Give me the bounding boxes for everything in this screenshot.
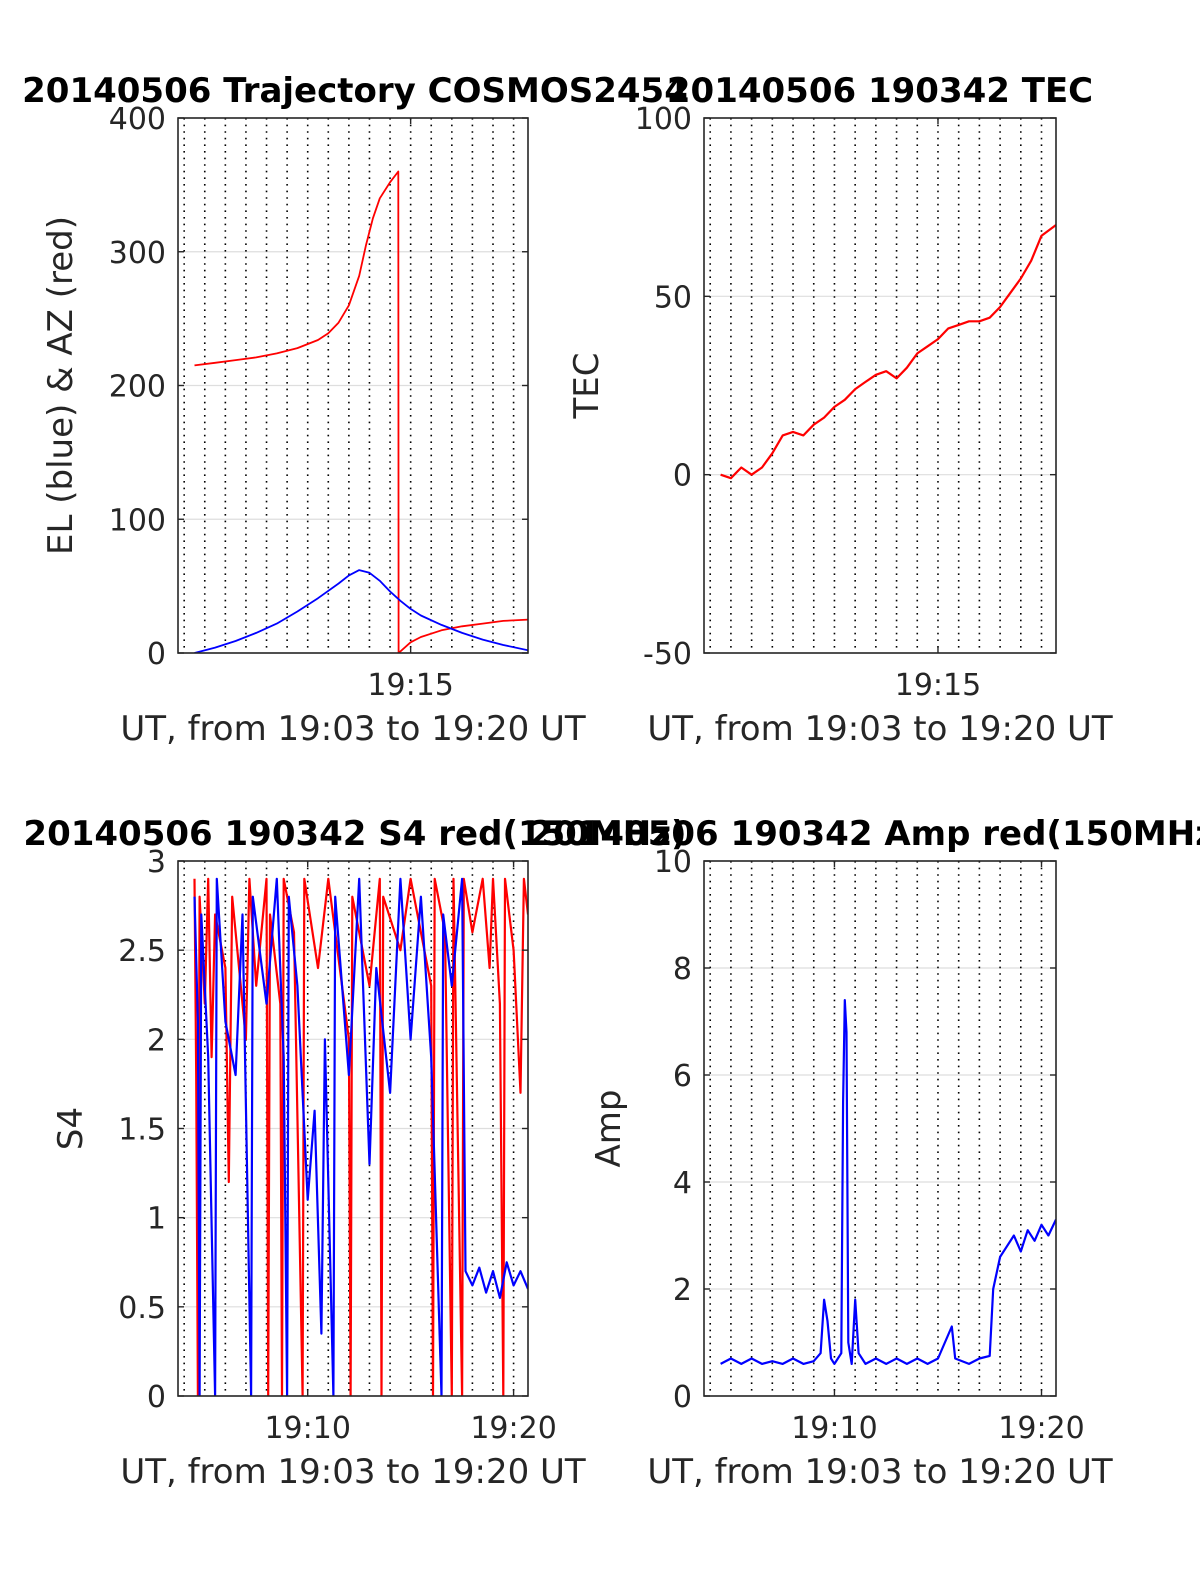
y-tick-label: 400	[109, 102, 166, 137]
series-line-el	[194, 569, 528, 653]
series-line-blue	[193, 877, 528, 1396]
y-tick-label: 300	[109, 236, 166, 271]
y-tick-label: 0	[673, 1380, 692, 1415]
chart-title: 20140506 190342 S4 red(150MHz)	[23, 814, 686, 854]
y-tick-label: 0	[147, 1380, 166, 1415]
y-tick-label: 50	[654, 280, 692, 315]
y-tick-label: 0.5	[118, 1291, 166, 1326]
x-axis-label: UT, from 19:03 to 19:20 UT	[120, 1452, 586, 1492]
chart-title: 20140506 190342 TEC	[667, 71, 1093, 111]
y-tick-label: 100	[109, 503, 166, 538]
y-tick-label: 1.5	[118, 1113, 166, 1148]
x-tick-label: 19:10	[264, 1411, 350, 1446]
y-axis-label: EL (blue) & AZ (red)	[41, 216, 81, 555]
chart-title: 20140506 Trajectory COSMOS2454	[22, 71, 688, 111]
y-tick-label: 10	[654, 845, 692, 880]
plot-area	[704, 118, 1056, 653]
series-line-red	[193, 877, 528, 1396]
series-line-az	[194, 170, 528, 653]
y-axis-label: TEC	[567, 353, 607, 420]
y-tick-label: 8	[673, 952, 692, 987]
chart-traj: 0 100 200 300 400 19:15 UT, from 19:03 to 19:2…	[22, 71, 688, 749]
y-tick-label: 3	[147, 845, 166, 880]
y-tick-label: 100	[635, 102, 692, 137]
y-axis-label: S4	[51, 1107, 91, 1150]
series-line-tec	[720, 224, 1056, 480]
axes-box	[703, 860, 1057, 1397]
chart-s4: 0 0.5 1 1.5 2 2.5 3 19:10 19:20 UT, from 19:03 to…	[23, 814, 686, 1492]
chart-amp: 0 2 4 6 8 10 19:10 19:20 UT, from 19:03 to 19:20…	[529, 814, 1200, 1492]
y-tick-label: 2	[673, 1273, 692, 1308]
y-tick-label: 4	[673, 1166, 692, 1201]
y-tick-label: 6	[673, 1059, 692, 1094]
y-tick-label: 0	[673, 459, 692, 494]
x-tick-label: 19:20	[998, 1411, 1084, 1446]
y-tick-label: 1	[147, 1202, 166, 1237]
x-tick-label: 19:20	[470, 1411, 556, 1446]
series-line-blue	[720, 998, 1056, 1366]
x-tick-label: 19:10	[791, 1411, 877, 1446]
x-axis-label: UT, from 19:03 to 19:20 UT	[120, 709, 586, 749]
x-axis-label: UT, from 19:03 to 19:20 UT	[647, 709, 1113, 749]
plot-area	[704, 861, 1056, 1396]
chart-tec: -50 0 50 100 19:15 UT, from 19:03 to 19:20 UT…	[567, 71, 1113, 749]
y-axis-label: Amp	[589, 1090, 629, 1168]
x-tick-label: 19:15	[895, 668, 981, 703]
y-tick-label: 2	[147, 1023, 166, 1058]
y-tick-label: 0	[147, 637, 166, 672]
y-tick-label: 2.5	[118, 934, 166, 969]
x-tick-label: 19:15	[367, 668, 453, 703]
y-tick-label: 200	[109, 370, 166, 405]
y-tick-label: -50	[643, 637, 692, 672]
axes-box	[703, 117, 1057, 654]
chart-title: 20140506 190342 Amp red(150MHz)	[529, 814, 1200, 854]
x-axis-label: UT, from 19:03 to 19:20 UT	[647, 1452, 1113, 1492]
